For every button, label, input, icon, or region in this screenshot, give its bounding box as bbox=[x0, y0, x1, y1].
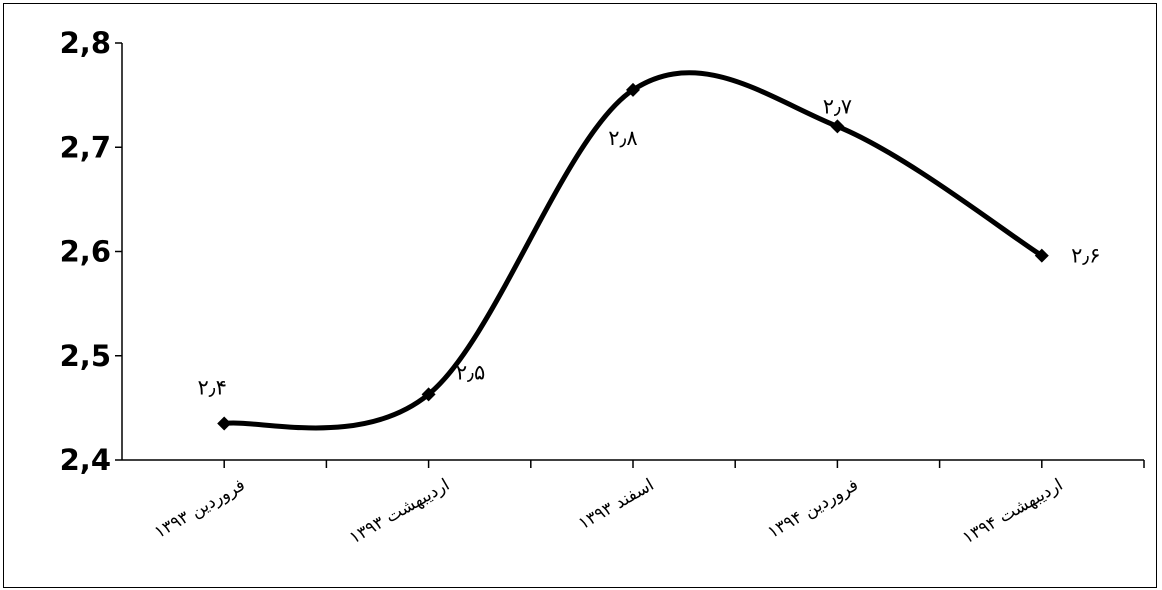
line-chart: 2,4 2,5 2,6 2,7 2,8 فروردین ۱۳۹۳ اردیبهشت ۱۳۹۳… bbox=[60, 26, 1145, 548]
data-point bbox=[217, 416, 232, 431]
y-tick-label: 2,4 bbox=[60, 443, 111, 477]
x-tick-label: اردیبهشت ۱۳۹۳ bbox=[346, 475, 453, 548]
x-tick-label: اردیبهشت ۱۳۹۴ bbox=[959, 475, 1066, 548]
data-label: ۲٫۶ bbox=[1071, 244, 1100, 268]
data-label: ۲٫۵ bbox=[456, 360, 485, 384]
chart-frame: 2,4 2,5 2,6 2,7 2,8 فروردین ۱۳۹۳ اردیبهشت ۱۳۹۳… bbox=[3, 3, 1157, 588]
x-tick-label: اسفند ۱۳۹۳ bbox=[575, 475, 657, 534]
data-point bbox=[1034, 248, 1049, 263]
data-label: ۲٫۴ bbox=[198, 376, 227, 400]
x-tick-label: فروردین ۱۳۹۴ bbox=[764, 475, 862, 543]
series-line bbox=[221, 70, 1045, 431]
y-tick-label: 2,6 bbox=[60, 235, 111, 269]
data-label: ۲٫۷ bbox=[823, 94, 852, 118]
data-point bbox=[421, 387, 436, 402]
data-point bbox=[830, 119, 845, 134]
y-tick-label: 2,7 bbox=[60, 130, 111, 164]
y-tick-label: 2,8 bbox=[60, 26, 111, 60]
data-label: ۲٫۸ bbox=[608, 126, 637, 150]
x-tick-label: فروردین ۱۳۹۳ bbox=[151, 475, 249, 543]
data-point bbox=[626, 82, 640, 97]
y-tick-label: 2,5 bbox=[60, 339, 111, 373]
